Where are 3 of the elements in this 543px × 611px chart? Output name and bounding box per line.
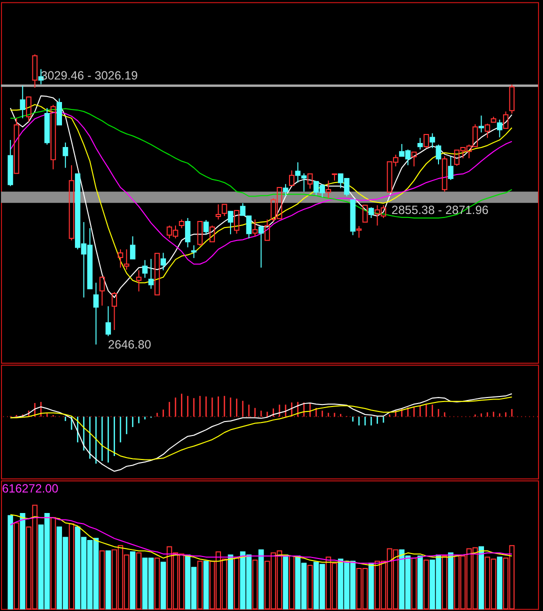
annotation: 2646.80 (108, 338, 152, 352)
text: 616272.00 (2, 481, 59, 496)
band-label: 3029.46 - 3026.19 (40, 68, 138, 83)
